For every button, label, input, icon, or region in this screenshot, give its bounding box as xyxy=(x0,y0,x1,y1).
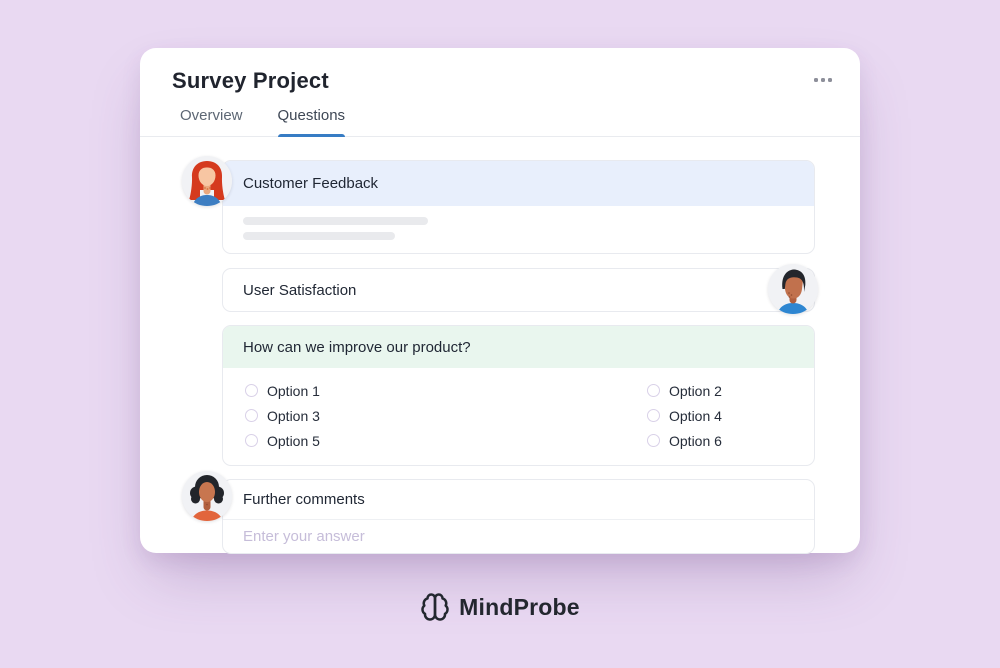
question-title-customer-feedback[interactable]: Customer Feedback xyxy=(223,161,814,206)
skeleton-line xyxy=(243,232,395,240)
skeleton-line xyxy=(243,217,428,225)
option-6[interactable]: Option 6 xyxy=(647,428,814,453)
answer-input-row xyxy=(223,520,814,553)
answer-input[interactable] xyxy=(243,528,794,545)
question-group-user-satisfaction: User Satisfaction xyxy=(222,264,818,314)
radio-icon[interactable] xyxy=(245,434,258,447)
option-label: Option 3 xyxy=(267,407,320,424)
radio-icon[interactable] xyxy=(245,384,258,397)
collaborator-avatar xyxy=(768,264,818,314)
question-card: Further comments xyxy=(222,479,815,554)
option-2[interactable]: Option 2 xyxy=(647,378,814,403)
question-card: Customer Feedback xyxy=(222,160,815,254)
radio-icon[interactable] xyxy=(245,409,258,422)
person-avatar-icon xyxy=(182,471,232,521)
survey-panel: Survey Project Overview Questions xyxy=(140,48,860,554)
tab-bar: Overview Questions xyxy=(140,94,860,137)
option-3[interactable]: Option 3 xyxy=(245,403,647,428)
option-label: Option 4 xyxy=(669,407,722,424)
option-1[interactable]: Option 1 xyxy=(245,378,647,403)
question-group-improve-product: How can we improve our product? Option 1… xyxy=(222,325,815,466)
options-grid: Option 1 Option 2 Option 3 Option 4 xyxy=(223,368,814,465)
option-label: Option 2 xyxy=(669,382,722,399)
question-group-customer-feedback: Customer Feedback xyxy=(182,156,815,254)
question-description-skeleton xyxy=(223,206,814,253)
ellipsis-icon xyxy=(814,78,832,82)
brand-name: MindProbe xyxy=(459,593,580,620)
question-card[interactable]: User Satisfaction xyxy=(222,268,815,312)
question-title-further-comments[interactable]: Further comments xyxy=(223,480,814,520)
panel-header: Survey Project xyxy=(140,48,860,94)
question-card: How can we improve our product? Option 1… xyxy=(222,325,815,466)
question-title-user-satisfaction: User Satisfaction xyxy=(243,281,357,299)
brand-footer: MindProbe xyxy=(0,592,1000,622)
collaborator-avatar xyxy=(182,156,232,206)
more-options-button[interactable] xyxy=(810,68,836,92)
tab-questions[interactable]: Questions xyxy=(277,107,345,137)
questions-list: Customer Feedback User Satisfaction xyxy=(140,137,860,554)
radio-icon[interactable] xyxy=(647,384,660,397)
option-label: Option 5 xyxy=(267,432,320,449)
page-title: Survey Project xyxy=(172,68,329,93)
option-label: Option 6 xyxy=(669,432,722,449)
radio-icon[interactable] xyxy=(647,409,660,422)
question-group-further-comments: Further comments xyxy=(182,471,815,554)
woman-avatar-icon xyxy=(182,156,232,206)
question-title-improve-product[interactable]: How can we improve our product? xyxy=(223,326,814,368)
option-label: Option 1 xyxy=(267,382,320,399)
option-5[interactable]: Option 5 xyxy=(245,428,647,453)
option-4[interactable]: Option 4 xyxy=(647,403,814,428)
tab-overview[interactable]: Overview xyxy=(180,107,243,124)
man-avatar-icon xyxy=(768,264,818,314)
brain-icon xyxy=(420,592,450,622)
radio-icon[interactable] xyxy=(647,434,660,447)
collaborator-avatar xyxy=(182,471,232,521)
